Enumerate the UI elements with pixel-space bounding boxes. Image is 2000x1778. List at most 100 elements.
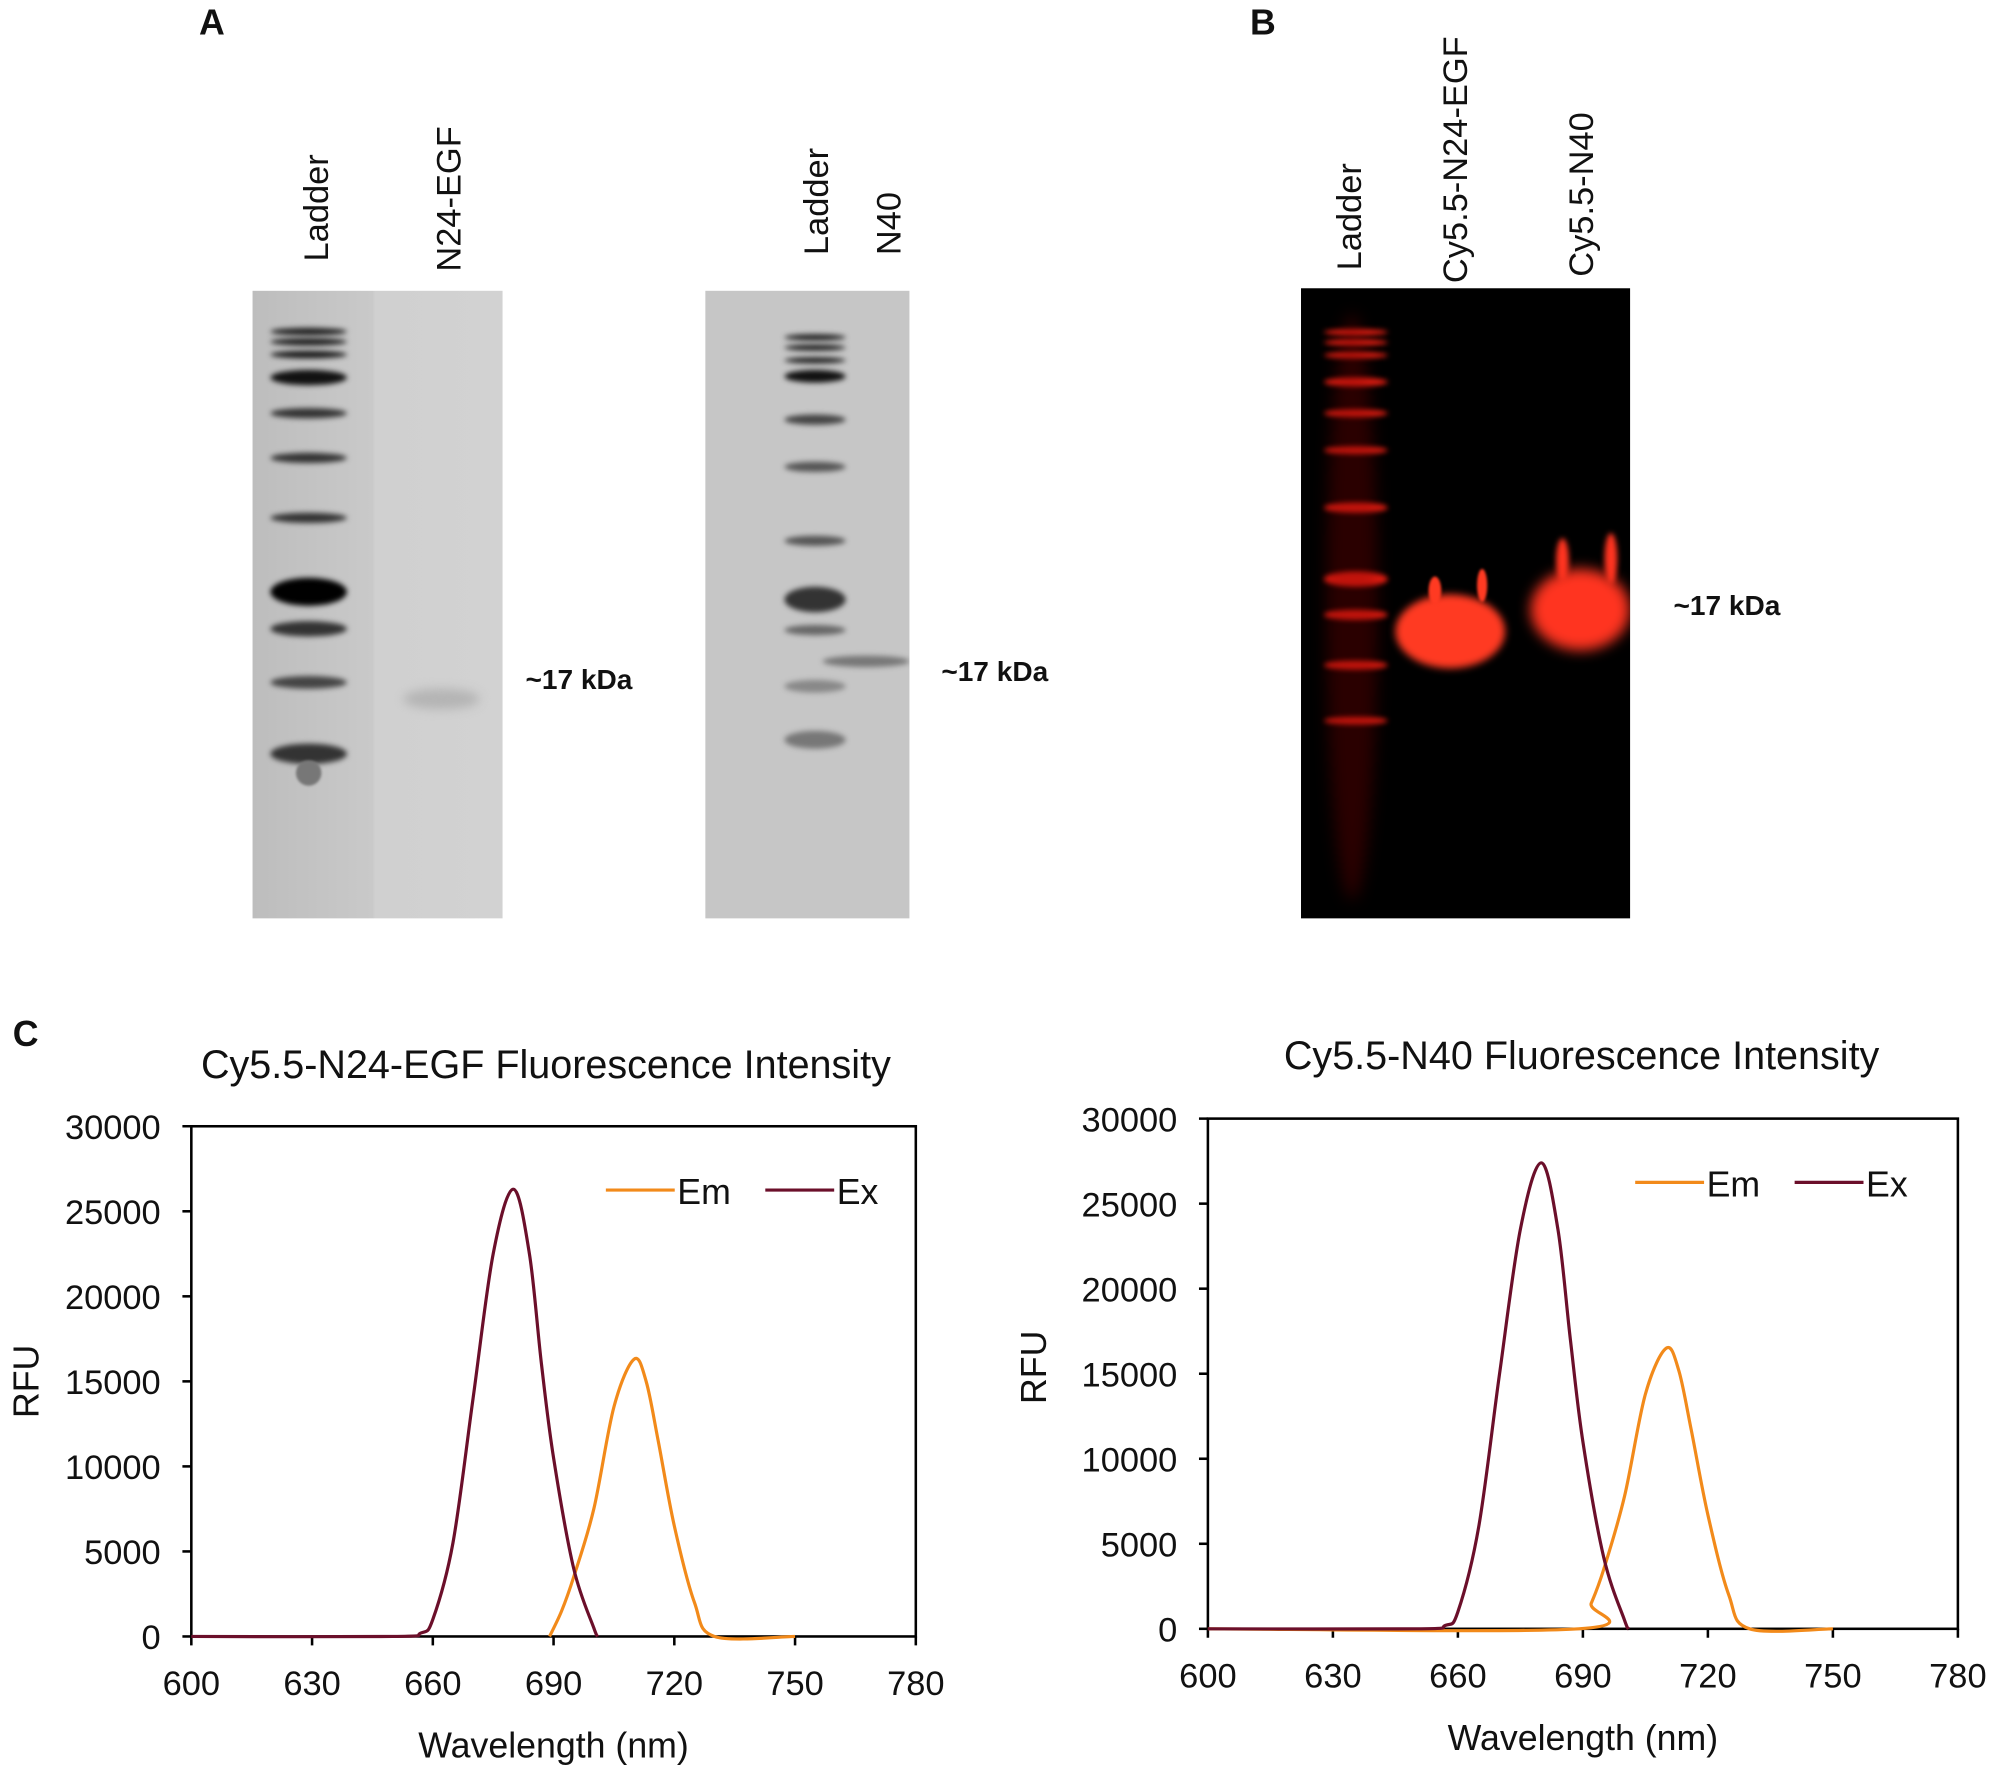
lane-label-cy55-n24-egf: Cy5.5-N24-EGF: [1436, 36, 1475, 284]
chart-n24-egf: Cy5.5-N24-EGF Fluorescence Intensity 0 500…: [6, 1043, 944, 1766]
lane-label-ladder: Ladder: [1330, 163, 1369, 271]
gel-image-a1: [252, 290, 503, 919]
y-axis-label: RFU: [6, 1345, 46, 1418]
x-tick-label: 690: [1554, 1657, 1611, 1695]
gel-band: [784, 414, 846, 425]
gel-band: [1323, 716, 1388, 725]
x-tick-label: 780: [1929, 1657, 1986, 1695]
gel-band: [784, 679, 846, 693]
gel-band: [784, 730, 846, 749]
gel-band: [784, 357, 846, 364]
gel-band: [1323, 329, 1388, 336]
gel-band: [784, 369, 846, 383]
series-line-ex: [1207, 1161, 1631, 1631]
y-tick-label: 20000: [1082, 1271, 1178, 1309]
gel-band: [1326, 313, 1378, 901]
chart-title: Cy5.5-N24-EGF Fluorescence Intensity: [201, 1043, 891, 1087]
x-tick-label: 780: [887, 1665, 944, 1703]
gel-band: [270, 743, 347, 765]
gel-band: [784, 334, 846, 341]
y-tick-label: 25000: [1082, 1186, 1178, 1224]
x-tick-label: 660: [404, 1665, 461, 1703]
gel-band: [1530, 568, 1631, 651]
kda-marker: ~17 kDa: [525, 663, 633, 696]
gel-band: [403, 688, 480, 710]
gel-band: [784, 624, 846, 636]
y-tick-label: 10000: [1082, 1442, 1178, 1480]
gel-band: [270, 676, 347, 689]
lane-label-cy55-n40: Cy5.5-N40: [1562, 112, 1601, 277]
gel-band: [270, 350, 347, 359]
lane-label-n24-egf: N24-EGF: [429, 126, 469, 272]
panel-label-c: C: [12, 1014, 39, 1054]
lane-label-n40: N40: [869, 191, 909, 256]
x-axis-label: Wavelength (nm): [1448, 1718, 1719, 1758]
y-tick-label: 25000: [65, 1194, 161, 1232]
y-tick-label: 15000: [1082, 1356, 1178, 1394]
gel-band: [270, 338, 347, 346]
x-tick-label: 720: [646, 1665, 703, 1703]
series-line-ex: [191, 1187, 600, 1639]
gel-band: [1323, 446, 1388, 455]
x-tick-label: 660: [1429, 1657, 1486, 1695]
gel-band: [270, 369, 347, 386]
kda-marker: ~17 kDa: [1673, 589, 1781, 622]
series-line-em: [1207, 1345, 1833, 1633]
gel-band: [784, 461, 846, 472]
chart-title: Cy5.5-N40 Fluorescence Intensity: [1284, 1034, 1880, 1078]
x-tick-label: 750: [1804, 1657, 1861, 1695]
gel-band: [1323, 409, 1388, 418]
gel-band: [1428, 576, 1442, 605]
fluorescence-gel-image: [1301, 288, 1631, 919]
y-tick-label: 30000: [1082, 1101, 1178, 1139]
gel-band: [1395, 594, 1506, 669]
y-tick-label: 20000: [65, 1279, 161, 1317]
gel-band: [270, 327, 347, 336]
y-tick-label: 30000: [65, 1109, 161, 1147]
lane-label-ladder: Ladder: [297, 154, 336, 262]
gel-band: [270, 452, 347, 464]
x-axis-label: Wavelength (nm): [418, 1726, 689, 1766]
legend-label-em: Em: [1707, 1164, 1761, 1204]
gel-band: [1323, 660, 1388, 670]
legend-label-em: Em: [677, 1172, 731, 1212]
gel-band: [784, 535, 846, 546]
kda-marker: ~17 kDa: [941, 655, 1049, 688]
gel-band: [822, 655, 910, 668]
x-tick-label: 720: [1679, 1657, 1736, 1695]
legend-label-ex: Ex: [1866, 1164, 1908, 1204]
gel-band: [1323, 339, 1388, 346]
gel-band: [784, 344, 846, 351]
gel-band: [1323, 502, 1388, 513]
gel-band: [1556, 538, 1569, 582]
gel-band: [1477, 568, 1488, 603]
y-tick-label: 0: [1158, 1612, 1177, 1650]
gel-band: [1323, 377, 1388, 387]
gel-band: [784, 586, 846, 613]
plot-area: [190, 1124, 918, 1638]
y-tick-label: 10000: [65, 1449, 161, 1487]
x-tick-label: 690: [525, 1665, 582, 1703]
x-tick-label: 750: [766, 1665, 823, 1703]
y-tick-label: 5000: [84, 1534, 161, 1572]
x-tick-label: 600: [163, 1665, 220, 1703]
lane-label-ladder: Ladder: [797, 147, 836, 256]
gel-band: [1604, 533, 1618, 585]
gel-band: [270, 621, 347, 637]
y-axis-label: RFU: [1014, 1331, 1054, 1404]
y-tick-label: 0: [142, 1619, 161, 1657]
gel-band: [270, 577, 347, 606]
panel-label-a: A: [198, 2, 225, 43]
legend-label-ex: Ex: [837, 1172, 879, 1212]
gel-band: [295, 760, 322, 786]
y-tick-label: 5000: [1101, 1527, 1178, 1565]
chart-n40: Cy5.5-N40 Fluorescence Intensity 0 5000 100…: [1014, 1034, 1987, 1758]
gel-band: [1323, 352, 1388, 359]
series-line-em: [548, 1356, 796, 1641]
x-tick-label: 600: [1179, 1657, 1236, 1695]
y-tick-label: 15000: [65, 1364, 161, 1402]
gel-image-a2: [705, 290, 910, 919]
x-tick-label: 630: [1304, 1657, 1361, 1695]
gel-band: [270, 512, 347, 523]
gel-band: [270, 408, 347, 419]
